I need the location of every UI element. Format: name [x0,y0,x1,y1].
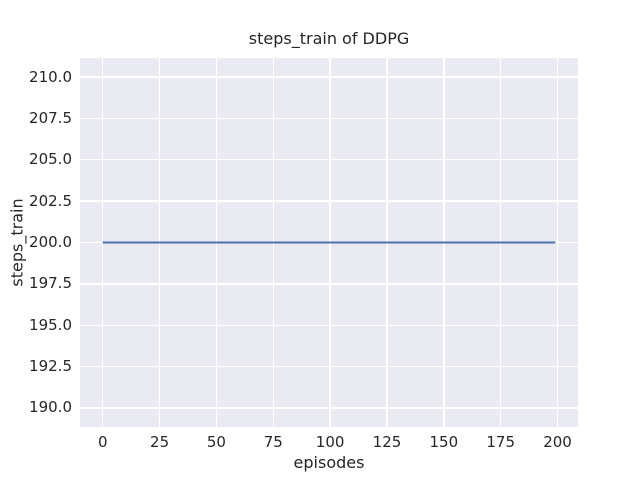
y-tick-label: 197.5 [29,274,72,293]
y-tick-label: 202.5 [29,191,72,210]
y-tick-label: 190.0 [29,398,72,417]
y-tick-label: 205.0 [29,150,72,169]
chart-title: steps_train of DDPG [248,29,410,48]
x-tick-label: 125 [372,433,402,451]
y-gridline [80,407,578,409]
x-tick-label: 200 [543,433,572,451]
x-axis-label: episodes [293,453,365,472]
x-tick-label: 25 [150,433,170,451]
y-tick-label: 200.0 [29,233,72,251]
y-gridline [80,76,578,78]
y-gridline [80,283,578,285]
y-gridline [80,200,578,202]
x-tick-label: 75 [263,433,283,451]
data-line-svg [102,241,556,244]
x-tick-label: 0 [97,433,108,451]
y-tick-label: 195.0 [29,315,72,334]
x-tick-label: 50 [206,433,226,451]
y-gridline [80,117,578,120]
y-tick-label: 207.5 [29,108,72,127]
x-tick-label: 100 [315,433,345,451]
y-gridline [80,324,578,326]
y-gridline [80,365,578,368]
plot-area [80,58,578,427]
x-tick-label: 150 [429,433,459,451]
y-gridline [80,159,578,161]
y-tick-label: 210.0 [29,67,72,86]
x-tick-label: 175 [486,433,515,451]
y-tick-label: 192.5 [29,357,72,376]
